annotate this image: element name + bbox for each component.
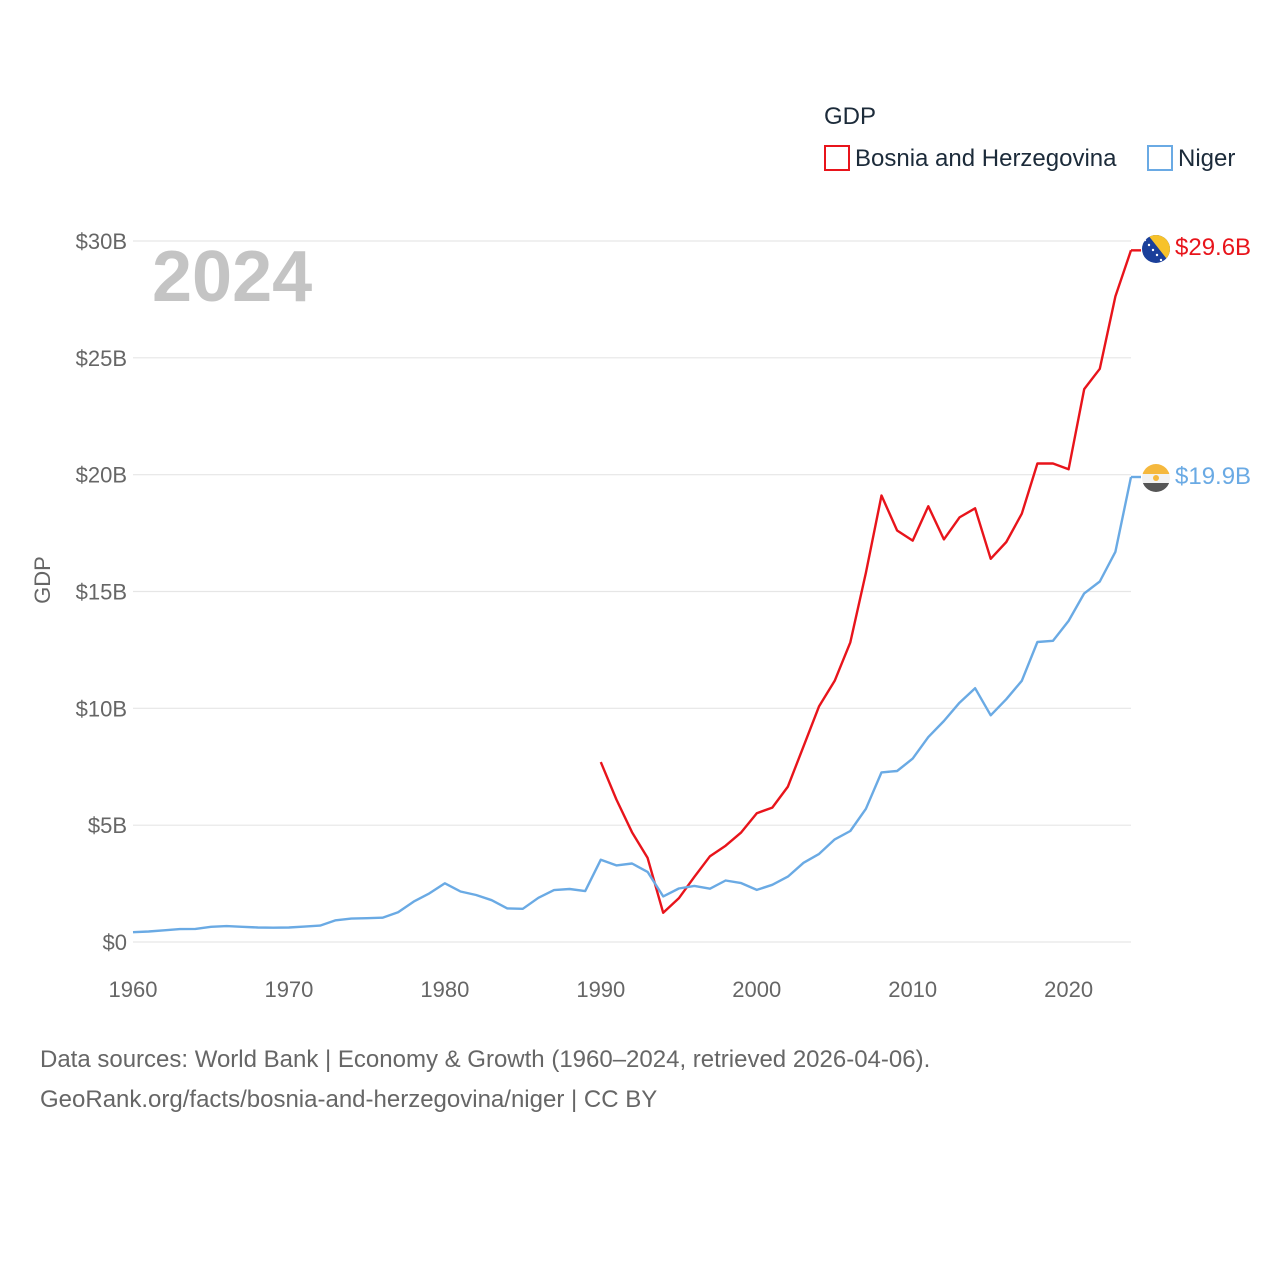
series-lines — [132, 249, 1141, 934]
x-tick-label: 2000 — [732, 977, 781, 1002]
legend-label-niger: Niger — [1178, 145, 1235, 172]
y-tick-label: $25B — [76, 346, 127, 371]
y-tick-label: $15B — [76, 580, 127, 605]
series-line-bosnia — [599, 249, 1133, 914]
series-line-niger — [132, 476, 1133, 934]
legend-title: GDP — [824, 103, 876, 130]
source-footer: Data sources: World Bank | Economy & Gro… — [40, 1040, 930, 1120]
gridlines — [133, 240, 1131, 943]
source-line-1: Data sources: World Bank | Economy & Gro… — [40, 1046, 931, 1073]
y-axis-label: GDP — [30, 556, 55, 604]
end-label-bosnia: $29.6B — [1175, 234, 1251, 261]
legend-swatch-niger — [1147, 145, 1173, 171]
legend: GDP Bosnia and Herzegovina Niger — [824, 103, 1235, 172]
end-label-niger: $19.9B — [1175, 463, 1251, 490]
y-tick-label: $5B — [88, 813, 127, 838]
y-tick-label: $20B — [76, 463, 127, 488]
x-tick-label: 1970 — [264, 977, 313, 1002]
x-tick-label: 1960 — [109, 977, 158, 1002]
source-link[interactable]: GeoRank.org/facts/bosnia-and-herzegovina… — [40, 1086, 658, 1113]
x-axis-ticks: 1960 1970 1980 1990 2000 2010 2020 — [109, 977, 1094, 1002]
year-watermark: 2024 — [152, 237, 312, 317]
legend-label-bosnia: Bosnia and Herzegovina — [855, 145, 1117, 172]
x-tick-label: 1990 — [576, 977, 625, 1002]
x-tick-label: 2020 — [1044, 977, 1093, 1002]
y-tick-label: $30B — [76, 229, 127, 254]
legend-swatch-bosnia — [824, 145, 850, 171]
x-tick-label: 1980 — [420, 977, 469, 1002]
y-axis-ticks: $0 $5B $10B $15B $20B $25B $30B — [76, 229, 127, 955]
niger-flag-icon — [1142, 464, 1170, 492]
x-tick-label: 2010 — [888, 977, 937, 1002]
bosnia-flag-icon — [1142, 235, 1170, 263]
y-tick-label: $0 — [103, 930, 127, 955]
y-tick-label: $10B — [76, 696, 127, 721]
